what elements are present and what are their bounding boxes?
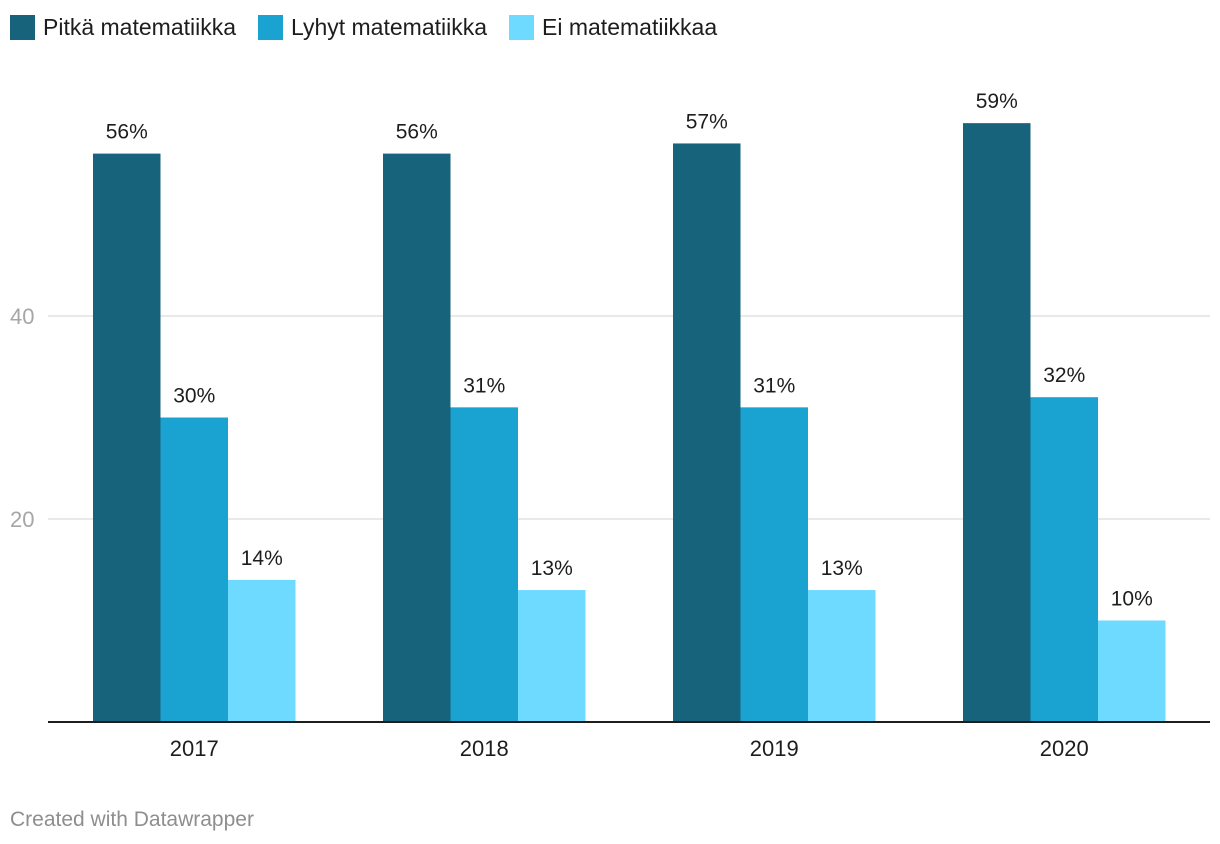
x-tick-label-2020: 2020 (1040, 736, 1089, 761)
bar-2018-series2 (518, 590, 586, 722)
bar-2018-series0 (383, 153, 451, 723)
legend-swatch-pitka (10, 14, 35, 40)
data-label-2020-series2: 10% (1111, 588, 1153, 611)
data-label-2019-series0: 57% (686, 110, 728, 133)
data-label-2018-series2: 13% (531, 557, 573, 580)
data-label-2018-series0: 56% (396, 121, 438, 144)
legend-label-pitka: Pitkä matematiikka (43, 14, 237, 40)
legend-label-ei: Ei matematiikkaa (542, 14, 718, 40)
data-label-2018-series1: 31% (463, 374, 505, 397)
bar-2017-series1 (160, 417, 228, 722)
footer-credit: Created with Datawrapper (10, 808, 254, 831)
legend-item-pitka: Pitkä matematiikka (10, 12, 236, 42)
bar-2020-series0 (963, 123, 1031, 722)
data-label-2019-series2: 13% (821, 557, 863, 580)
legend-swatch-ei (509, 14, 535, 40)
x-tick-label-2017: 2017 (170, 736, 219, 761)
bar-2017-series0 (93, 153, 161, 723)
y-tick-label-20: 20 (10, 507, 34, 532)
x-tick-label-2019: 2019 (750, 736, 799, 761)
legend: Pitkä matematiikka Lyhyt matematiikka Ei… (10, 12, 717, 42)
data-label-2017-series0: 56% (106, 121, 148, 144)
legend-label-lyhyt: Lyhyt matematiikka (291, 14, 488, 40)
bar-2019-series1 (740, 407, 808, 722)
bar-2018-series1 (450, 407, 518, 722)
data-label-2019-series1: 31% (753, 374, 795, 397)
y-tick-label-40: 40 (10, 304, 34, 329)
legend-swatch-lyhyt (258, 14, 284, 40)
data-label-2020-series1: 32% (1043, 364, 1085, 387)
data-label-2020-series0: 59% (976, 90, 1018, 113)
data-label-2017-series2: 14% (241, 547, 283, 570)
x-tick-label-2018: 2018 (460, 736, 509, 761)
bar-2020-series2 (1098, 620, 1166, 722)
legend-item-lyhyt: Lyhyt matematiikka (258, 12, 487, 42)
legend-item-ei: Ei matematiikkaa (509, 12, 717, 42)
bar-2017-series2 (228, 579, 296, 722)
bar-2019-series2 (808, 590, 876, 722)
bar-2020-series1 (1030, 397, 1098, 722)
data-label-2017-series1: 30% (173, 385, 215, 408)
bar-2019-series0 (673, 143, 741, 722)
